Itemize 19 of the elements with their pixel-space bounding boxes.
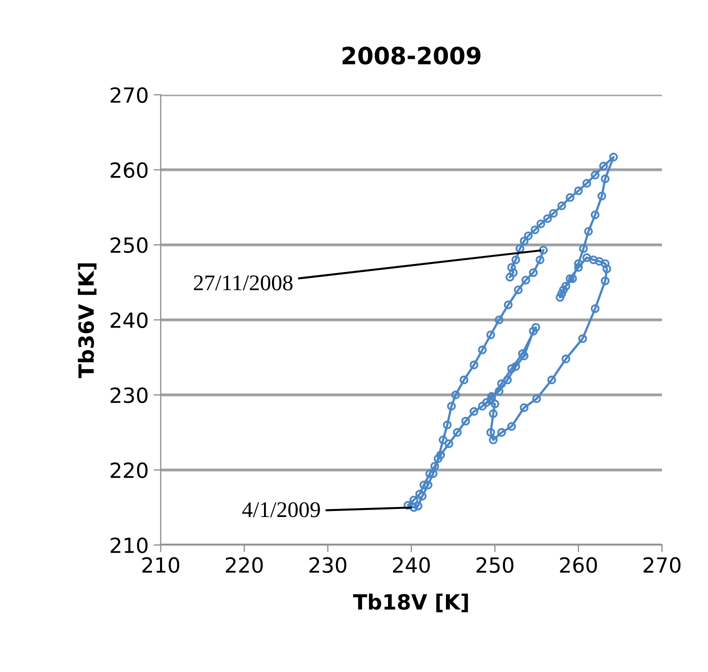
y-tick-label: 210 xyxy=(110,537,148,554)
annotation: 4/1/2009 xyxy=(242,502,320,518)
y-axis-title: Tb36V [K] xyxy=(78,263,96,378)
y-tick-label: 220 xyxy=(110,462,148,478)
y-tick-label: 240 xyxy=(110,312,148,328)
y-tick-label: 250 xyxy=(110,237,148,254)
x-tick-label: 240 xyxy=(392,557,430,573)
y-tick-label: 260 xyxy=(110,162,148,178)
annotation: 27/11/2008 xyxy=(194,275,292,290)
x-tick-label: 260 xyxy=(560,557,597,573)
y-tick-label: 230 xyxy=(110,387,148,404)
x-axis-title: Tb18V [K] xyxy=(353,594,468,612)
x-tick-label: 220 xyxy=(226,557,263,573)
chart-title: 2008-2009 xyxy=(342,46,480,65)
y-tick-label: 270 xyxy=(110,87,148,103)
x-tick-label: 230 xyxy=(309,557,346,573)
x-tick-label: 270 xyxy=(644,557,680,573)
x-tick-label: 210 xyxy=(142,557,180,573)
x-tick-label: 250 xyxy=(476,557,514,573)
